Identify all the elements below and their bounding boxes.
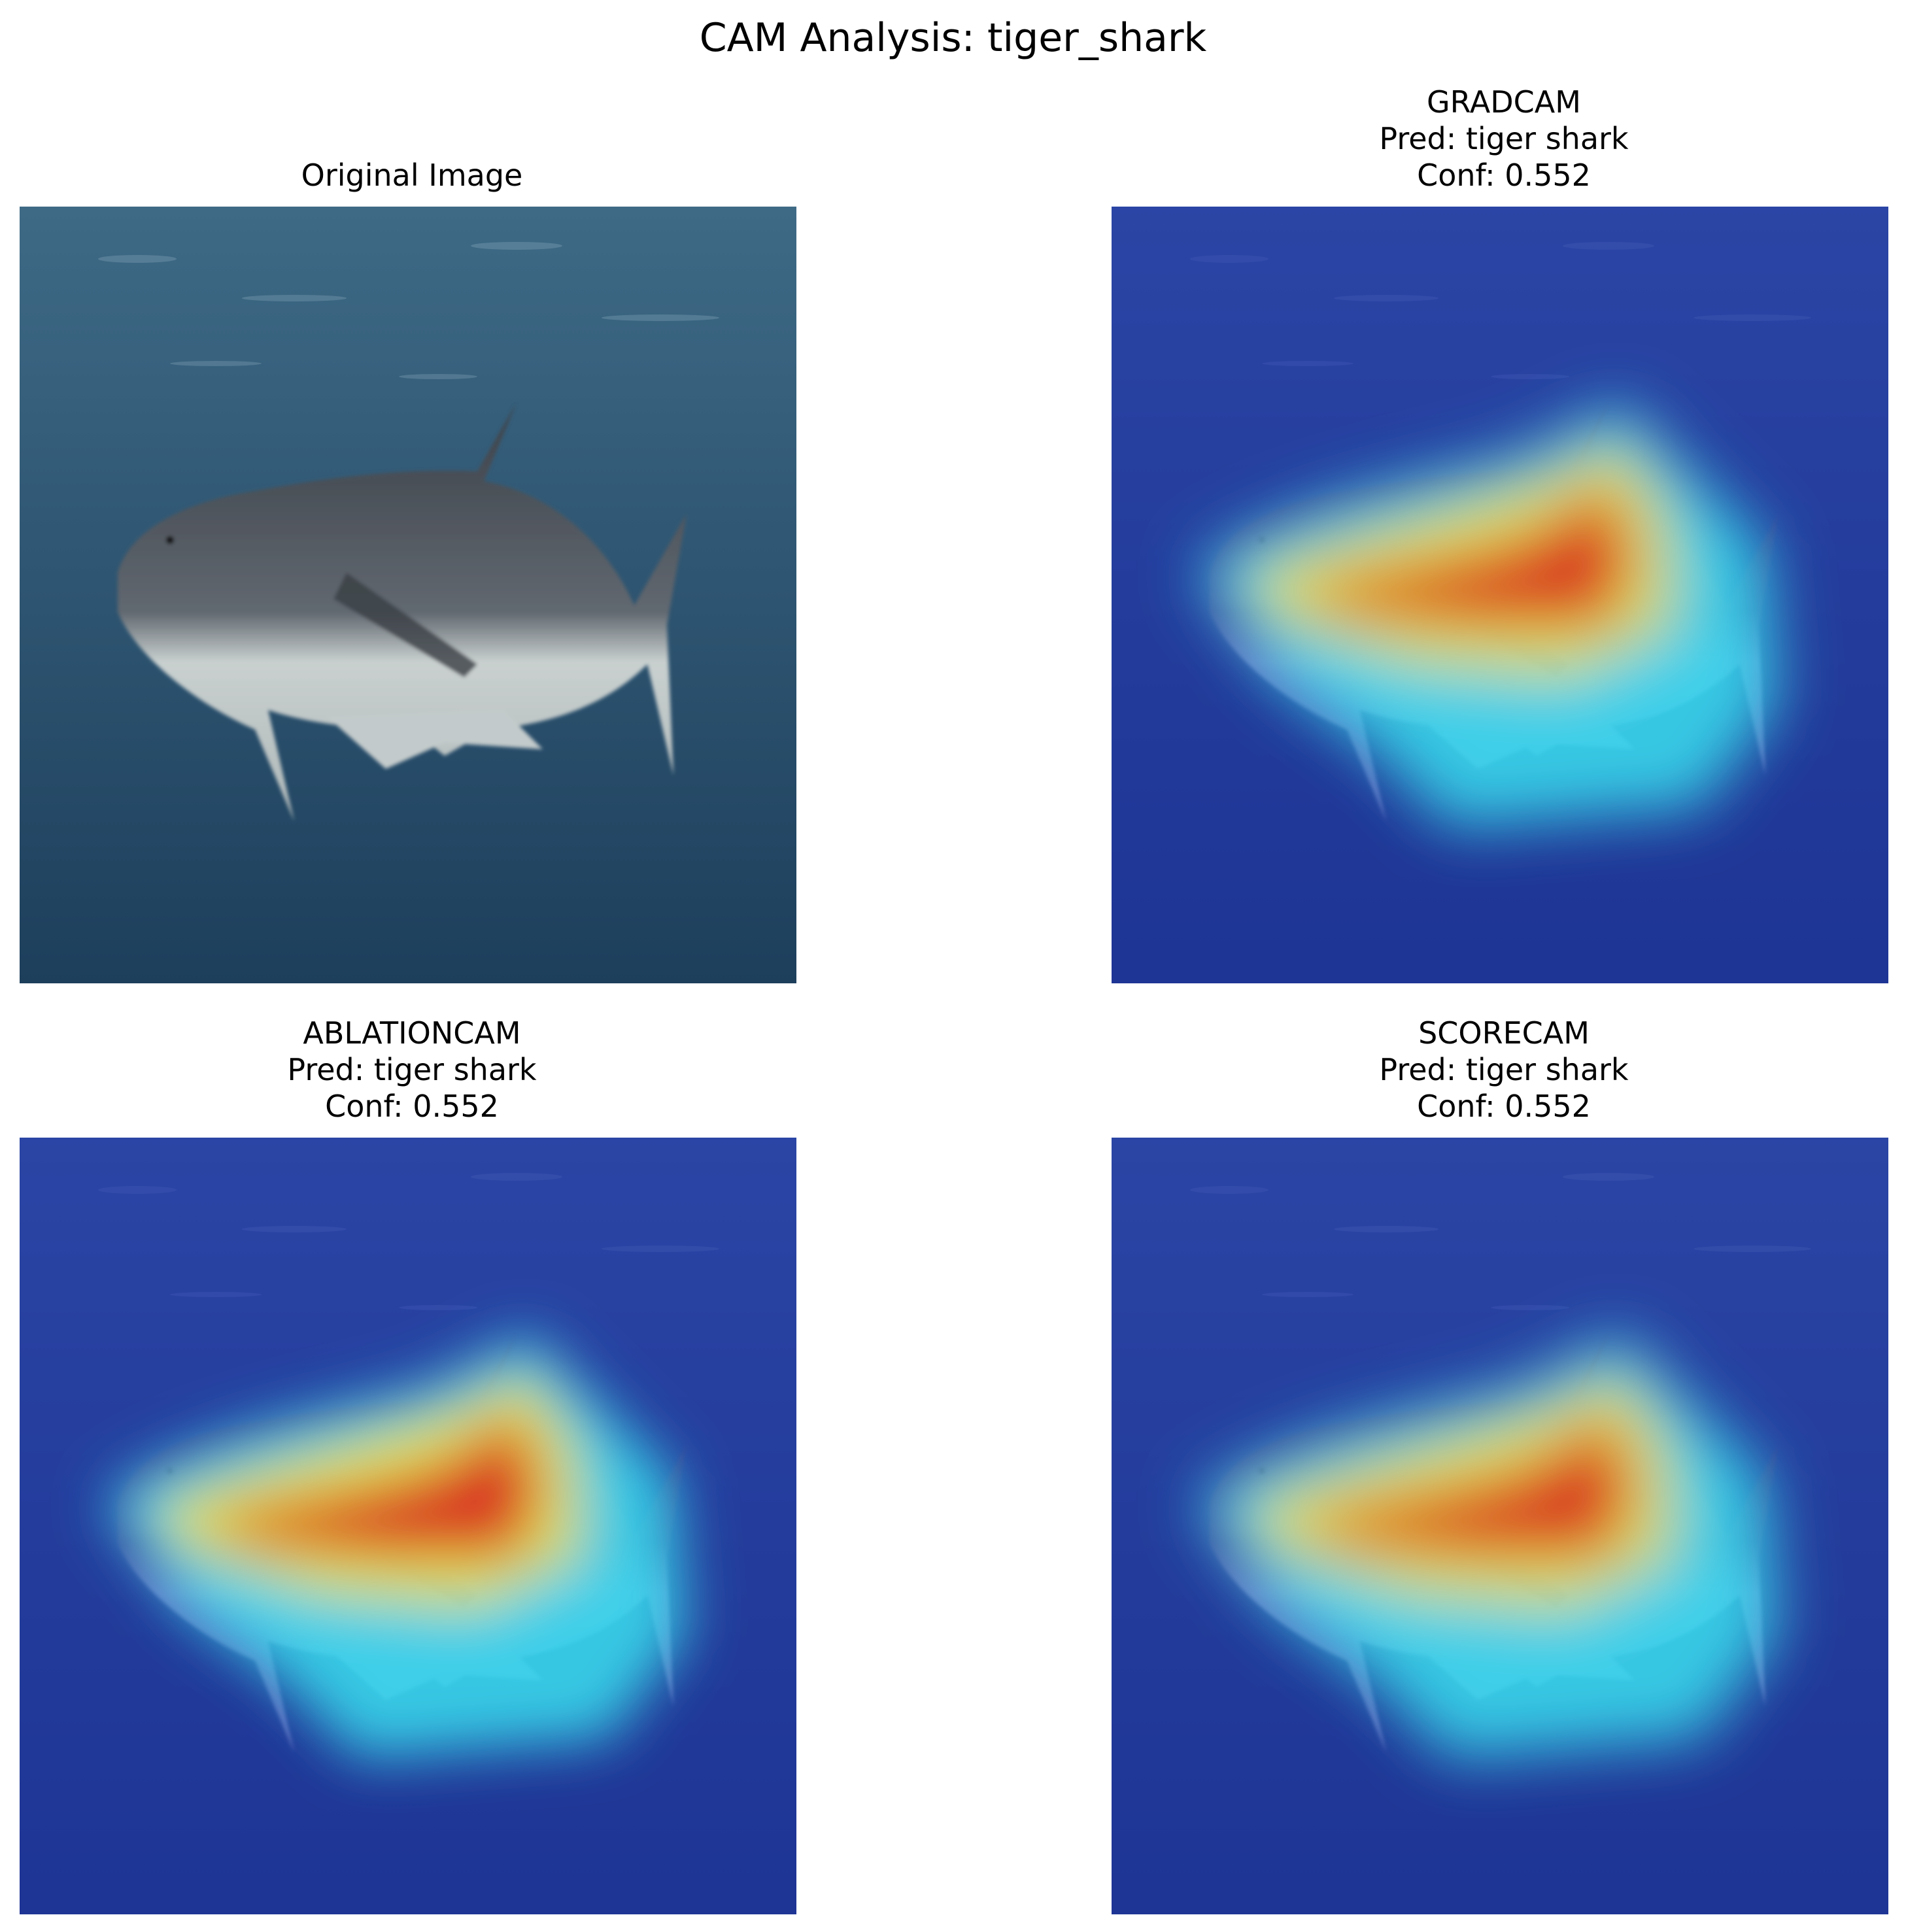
- original-image-title: Original Image: [20, 157, 804, 194]
- original-image-panel: [20, 207, 796, 983]
- title-line: Original Image: [301, 158, 523, 193]
- scorecam-title: SCORECAM Pred: tiger shark Conf: 0.552: [1112, 1015, 1896, 1125]
- cam-heatmap-image: [1112, 207, 1888, 983]
- confidence-label: Conf: 0.552: [325, 1089, 499, 1124]
- prediction-label: Pred: tiger shark: [1379, 121, 1629, 156]
- gradcam-title: GRADCAM Pred: tiger shark Conf: 0.552: [1112, 84, 1896, 194]
- scorecam-heatmap-panel: [1112, 1138, 1888, 1914]
- method-name: SCORECAM: [1418, 1015, 1590, 1051]
- gradcam-heatmap-panel: [1112, 207, 1888, 983]
- confidence-label: Conf: 0.552: [1417, 1089, 1591, 1124]
- prediction-label: Pred: tiger shark: [287, 1052, 537, 1087]
- tiger-shark-photo: [20, 207, 796, 983]
- cam-heatmap-image: [20, 1138, 796, 1914]
- method-name: GRADCAM: [1427, 84, 1581, 120]
- prediction-label: Pred: tiger shark: [1379, 1052, 1629, 1087]
- ablationcam-heatmap-panel: [20, 1138, 796, 1914]
- cam-heatmap-image: [1112, 1138, 1888, 1914]
- method-name: ABLATIONCAM: [303, 1015, 521, 1051]
- confidence-label: Conf: 0.552: [1417, 158, 1591, 193]
- ablationcam-title: ABLATIONCAM Pred: tiger shark Conf: 0.55…: [20, 1015, 804, 1125]
- figure-title: CAM Analysis: tiger_shark: [699, 15, 1207, 61]
